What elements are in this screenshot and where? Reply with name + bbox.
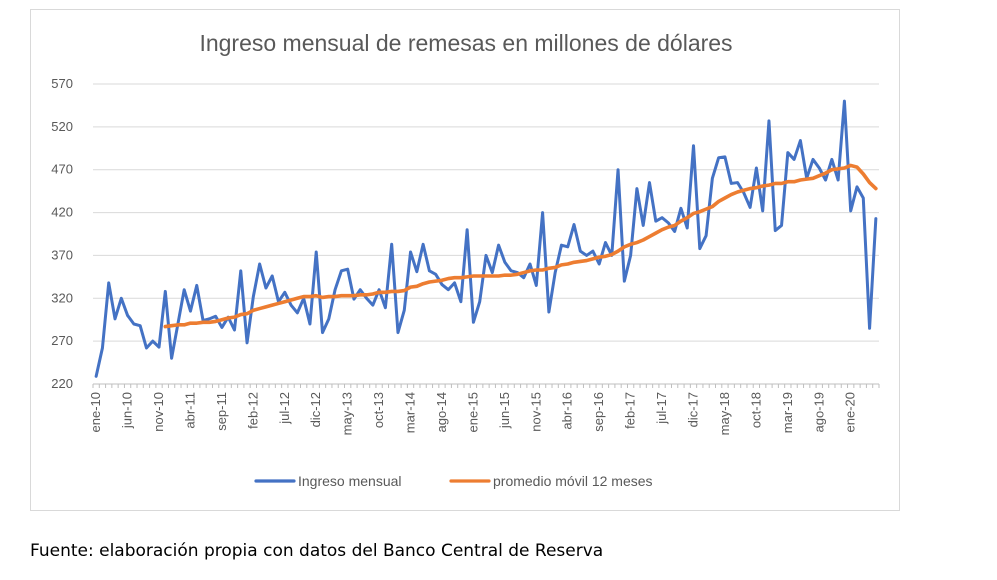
y-tick-label: 220 xyxy=(51,376,73,391)
legend-label: Ingreso mensual xyxy=(298,473,402,489)
x-tick-label: feb-17 xyxy=(623,392,638,429)
y-tick-label: 420 xyxy=(51,205,73,220)
chart-title: Ingreso mensual de remesas en millones d… xyxy=(199,30,732,56)
x-tick-label: oct-18 xyxy=(748,392,763,428)
y-tick-label: 470 xyxy=(51,162,73,177)
x-tick-label: nov-10 xyxy=(151,392,166,432)
x-tick-label: abr-16 xyxy=(560,392,575,430)
x-tick-label: may-13 xyxy=(340,392,355,435)
x-tick-label: mar-14 xyxy=(403,392,418,433)
remittance-line-chart: Ingreso mensual de remesas en millones d… xyxy=(51,30,880,489)
x-tick-label: ene-20 xyxy=(843,392,858,432)
chart-frame: Ingreso mensual de remesas en millones d… xyxy=(30,9,900,511)
x-tick-label: jun-15 xyxy=(497,392,512,429)
series-line-ingreso-mensual xyxy=(94,99,878,378)
x-tick-label: sep-16 xyxy=(591,392,606,432)
x-tick-label: ene-15 xyxy=(465,392,480,432)
y-tick-label: 320 xyxy=(51,290,73,305)
x-tick-label: jul-17 xyxy=(654,392,669,425)
series-lines xyxy=(94,99,878,378)
x-tick-label: oct-13 xyxy=(371,392,386,428)
y-tick-label: 520 xyxy=(51,119,73,134)
x-axis: ene-10 jun-10 nov-10 abr-11 sep-11 feb-12 jul-… xyxy=(88,383,880,435)
x-tick-label: abr-11 xyxy=(182,392,197,429)
x-tick-label: jul-12 xyxy=(277,392,292,425)
y-tick-label: 370 xyxy=(51,247,73,262)
x-tick-label: nov-15 xyxy=(528,392,543,432)
x-tick-label: mar-19 xyxy=(780,392,795,433)
legend-label: promedio móvil 12 meses xyxy=(493,473,653,489)
x-tick-label: jun-10 xyxy=(120,392,135,429)
y-tick-label: 570 xyxy=(51,76,73,91)
x-tick-label: dic-17 xyxy=(686,392,701,427)
x-tick-label: ago-19 xyxy=(811,392,826,432)
x-tick-label: dic-12 xyxy=(308,392,323,427)
legend: Ingreso mensual promedio móvil 12 meses xyxy=(254,473,653,489)
x-tick-label: feb-12 xyxy=(245,392,260,429)
x-tick-label: may-18 xyxy=(717,392,732,435)
y-tick-label: 270 xyxy=(51,333,73,348)
gridlines xyxy=(93,83,879,342)
series-line-promedio-movil xyxy=(163,163,878,329)
x-tick-label: sep-11 xyxy=(214,392,229,431)
source-note: Fuente: elaboración propia con datos del… xyxy=(30,541,604,561)
x-tick-label: ene-10 xyxy=(88,392,103,432)
y-axis-tick-labels: 220 270 320 370 420 470 520 570 xyxy=(51,76,73,391)
x-tick-label: ago-14 xyxy=(434,392,449,432)
